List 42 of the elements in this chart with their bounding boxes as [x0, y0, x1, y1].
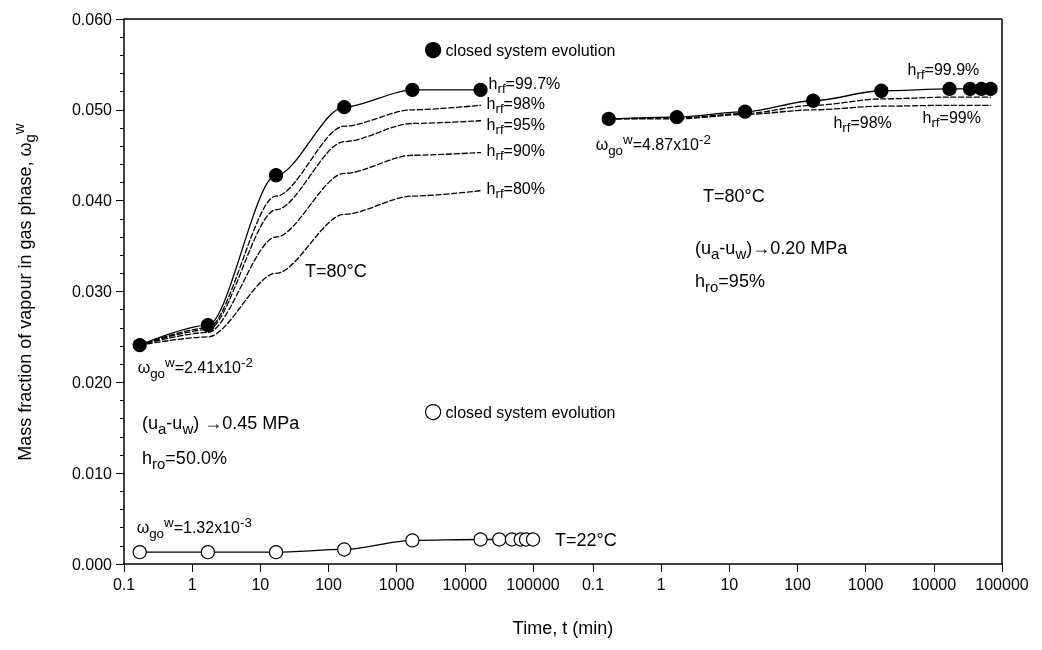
x-tick-label: 0.1 [581, 575, 605, 593]
annotation: T=80°C [703, 186, 765, 206]
annotation: ω$_{go}$$^{w}$=2.41x10$^{-2}$ [137, 355, 253, 381]
x-tick-label: 100000 [506, 575, 560, 593]
annotation: (u$_{a}$-u$_{w}$)→0.20 MPa [695, 238, 848, 262]
y-tick-label: 0.030 [71, 283, 113, 300]
annotation: h$_{rf}$=98% [486, 95, 545, 117]
x-tick-label: 10000 [442, 575, 488, 593]
annotation: h$_{ro}$=50.0% [142, 448, 227, 472]
y-tick-label: 0.040 [71, 192, 113, 210]
x-tick-label: 1 [656, 575, 666, 593]
x-tick-label: 10 [251, 575, 270, 593]
y-tick-label: 0.000 [71, 555, 113, 573]
x-tick-label: 0.1 [112, 575, 136, 593]
x-tick-label: 1 [187, 575, 197, 593]
annotation: T=22°C [555, 530, 617, 550]
x-tick-label: 100 [315, 575, 342, 593]
annotation: h$_{rf}$=80% [486, 179, 545, 202]
annotation: h$_{rf}$=90% [486, 141, 545, 163]
x-tick-label: 100 [784, 575, 811, 593]
annotation: ω$_{go}$$^{w}$=1.32x10$^{-3}$ [136, 515, 252, 541]
annotation: T=80°C [305, 261, 367, 281]
x-tick-label: 10000 [911, 575, 957, 593]
x-tick-label: 1000 [378, 575, 415, 593]
annotation: (u$_{a}$-u$_{w}$) →0.45 MPa [142, 413, 300, 437]
y-tick-label: 0.050 [71, 101, 113, 119]
annotation: h$_{rf}$=99% [922, 109, 981, 131]
x-axis-title: Time, t (min) [512, 618, 614, 638]
x-tick-label: 10 [720, 575, 739, 593]
x-tick-label: 1000 [847, 575, 884, 593]
legend-label: closed system evolution [445, 403, 616, 421]
annotation: h$_{rf}$=98% [833, 114, 892, 136]
annotation: ω$_{go}$$^{w}$=4.87x10$^{-2}$ [595, 131, 711, 158]
legend-label: closed system evolution [445, 41, 616, 59]
annotation: h$_{rf}$=99.9% [907, 61, 980, 83]
annotation: h$_{ro}$=95% [695, 271, 765, 295]
y-tick-label: 0.010 [71, 464, 113, 482]
x-tick-label: 100000 [975, 575, 1029, 593]
y-tick-label: 0.060 [71, 10, 113, 28]
annotation: h$_{rf}$=99.7% [488, 75, 561, 97]
y-tick-label: 0.020 [71, 373, 113, 391]
annotation: h$_{rf}$=95% [486, 115, 545, 138]
